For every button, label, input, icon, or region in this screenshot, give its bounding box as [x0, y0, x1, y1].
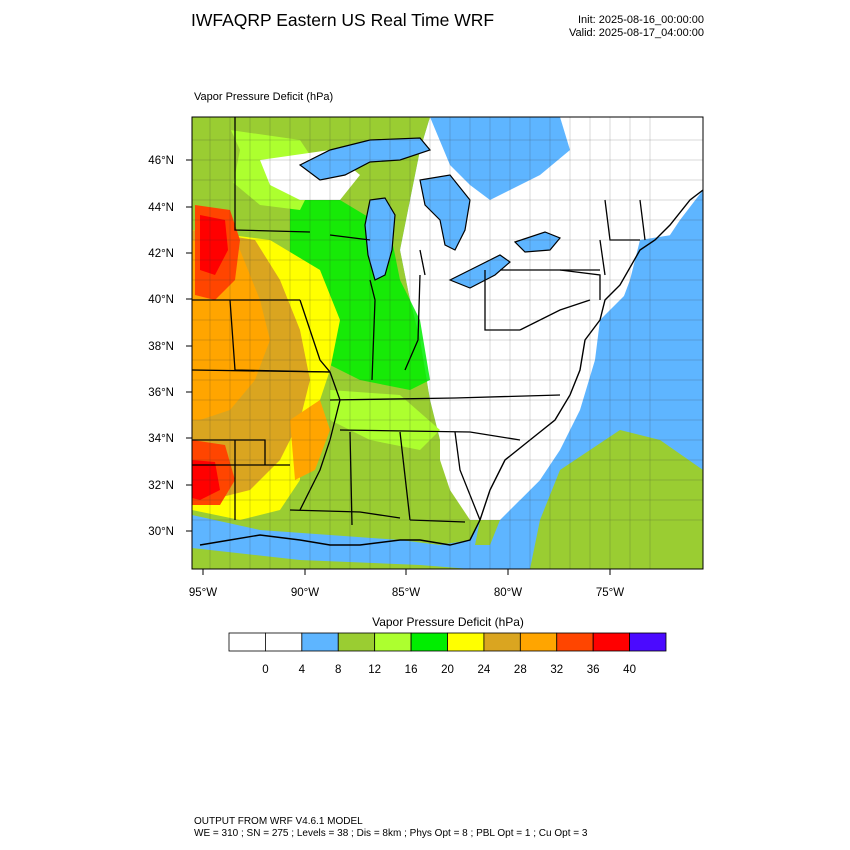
colorbar-swatch: [447, 632, 485, 652]
colorbar-swatch: [374, 632, 412, 652]
vpd-field: [192, 117, 703, 569]
lat-label: 38°N: [148, 341, 174, 353]
colorbar-title: Vapor Pressure Deficit (hPa): [372, 615, 524, 629]
lat-label: 46°N: [148, 155, 174, 167]
lon-label: 95°W: [189, 587, 217, 599]
plot-title: Vapor Pressure Deficit (hPa): [194, 91, 334, 103]
footer-line1: OUTPUT FROM WRF V4.6.1 MODEL: [194, 816, 363, 827]
county-lines: [192, 117, 703, 569]
colorbar-label: 28: [514, 664, 527, 676]
colorbar-label: 12: [368, 664, 381, 676]
lake-ontario: [513, 231, 561, 253]
colorbar-swatch: [228, 632, 266, 652]
colorbar-swatch: [301, 632, 339, 652]
init-time: Init: 2025-08-16_00:00:00: [578, 14, 704, 26]
footer: OUTPUT FROM WRF V4.6.1 MODEL WE = 310 ; …: [194, 816, 587, 840]
colorbar-swatch: [337, 632, 376, 652]
lon-label: 90°W: [291, 587, 319, 599]
map-title: IWFAQRP Eastern US Real Time WRF: [191, 10, 495, 30]
colorbar-swatch: [519, 632, 558, 652]
lat-label: 36°N: [148, 387, 174, 399]
colorbar-swatch: [629, 632, 667, 652]
colorbar-swatch: [556, 632, 594, 652]
colorbar-swatch: [483, 632, 521, 652]
map-frame: [191, 116, 704, 570]
lat-label: 40°N: [148, 294, 174, 306]
run-info: Init: 2025-08-16_00:00:00 Valid: 2025-08…: [540, 14, 704, 40]
lat-label: 42°N: [148, 248, 174, 260]
colorbar-label: 20: [441, 664, 454, 676]
lake-michigan: [364, 197, 396, 281]
lat-label: 34°N: [148, 433, 174, 445]
lon-label: 85°W: [392, 587, 420, 599]
colorbar-label: 16: [405, 664, 418, 676]
colorbar-label: 4: [299, 664, 306, 676]
colorbar-swatch: [592, 632, 630, 652]
colorbar: 0 4 8 12 16 20 24 28 32 36 40: [228, 632, 667, 676]
colorbar-label: 36: [587, 664, 600, 676]
lon-label: 75°W: [596, 587, 624, 599]
coastline: [199, 189, 703, 546]
colorbar-label: 8: [335, 664, 341, 676]
colorbar-label: 0: [262, 664, 268, 676]
lat-label: 32°N: [148, 480, 174, 492]
valid-time: Valid: 2025-08-17_04:00:00: [569, 27, 704, 39]
lon-label: 80°W: [494, 587, 522, 599]
colorbar-label: 24: [478, 664, 491, 676]
colorbar-swatch: [410, 632, 448, 652]
colorbar-swatch: [265, 632, 303, 652]
lat-label: 30°N: [148, 526, 174, 538]
footer-line2: WE = 310 ; SN = 275 ; Levels = 38 ; Dis …: [194, 828, 588, 839]
lat-ticks: 46°N 44°N 42°N 40°N 38°N 36°N 34°N 32°N 30°N: [148, 155, 192, 538]
lat-label: 44°N: [148, 202, 174, 214]
lon-ticks: 95°W 90°W 85°W 80°W 75°W: [189, 569, 624, 599]
colorbar-label: 32: [550, 664, 563, 676]
colorbar-label: 40: [623, 664, 636, 676]
